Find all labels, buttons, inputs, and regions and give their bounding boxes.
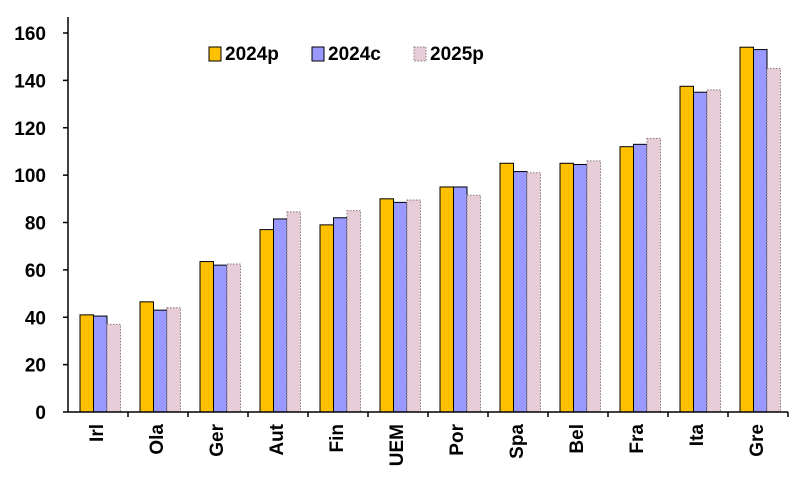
bar-2024c-por bbox=[453, 186, 468, 413]
bar-2024c-aut bbox=[273, 218, 288, 413]
bar-2025p-irl bbox=[106, 323, 121, 413]
legend-swatch-2024c bbox=[311, 46, 325, 62]
y-axis-ticks: 0 20 40 60 80 100 120 140 160 bbox=[14, 24, 68, 424]
bar-2024p-ita bbox=[679, 85, 694, 413]
legend: 2024p 2024c 2025p bbox=[208, 44, 484, 65]
bar-2025p-spa bbox=[526, 172, 541, 413]
y-tick-label-100: 100 bbox=[14, 166, 46, 187]
x-tick-label-ita: Ita bbox=[687, 424, 708, 447]
bar-2024c-fra bbox=[633, 143, 648, 413]
x-tick-label-uem: UEM bbox=[387, 424, 408, 466]
y-tick-label-60: 60 bbox=[25, 261, 46, 282]
bar-2024p-por bbox=[439, 186, 454, 413]
bar-2025p-ger bbox=[226, 263, 241, 413]
x-tick-label-gre: Gre bbox=[747, 424, 768, 457]
x-tick-label-bel: Bel bbox=[567, 424, 588, 454]
bar-2024c-ola bbox=[153, 309, 168, 413]
bar-2024c-bel bbox=[573, 163, 588, 413]
bar-2024p-ola bbox=[139, 301, 154, 413]
legend-label-2024c: 2024c bbox=[328, 44, 381, 65]
y-tick-label-20: 20 bbox=[25, 356, 46, 377]
bar-2024p-spa bbox=[499, 162, 514, 413]
y-tick-label-120: 120 bbox=[14, 119, 46, 140]
x-tick-label-fra: Fra bbox=[627, 424, 648, 454]
x-tick-label-por: Por bbox=[447, 423, 468, 455]
legend-label-2025p: 2025p bbox=[430, 44, 484, 65]
bar-2025p-aut bbox=[286, 211, 301, 413]
bar-2025p-ola bbox=[166, 307, 181, 413]
bar-2025p-uem bbox=[406, 199, 421, 413]
bar-2024c-spa bbox=[513, 171, 528, 413]
x-tick-label-fin: Fin bbox=[327, 424, 348, 453]
bar-2024p-bel bbox=[559, 162, 574, 413]
legend-swatch-2025p bbox=[413, 46, 427, 62]
bar-2024c-gre bbox=[753, 49, 768, 413]
bar-2024c-ita bbox=[693, 91, 708, 413]
y-tick-label-80: 80 bbox=[25, 214, 46, 235]
legend-swatch-2024p bbox=[208, 46, 222, 62]
x-axis-ticks: Irl Ola Ger Aut Fin UEM Por Spa Bel Fra Ita Gre bbox=[87, 412, 789, 466]
y-tick-label-140: 140 bbox=[14, 71, 46, 92]
x-tick-label-ger: Ger bbox=[207, 423, 228, 456]
bar-2025p-bel bbox=[586, 160, 601, 413]
bar-2024p-fra bbox=[619, 146, 634, 413]
legend-label-2024p: 2024p bbox=[225, 44, 279, 65]
bar-2024p-ger bbox=[199, 261, 214, 413]
bar-2025p-gre bbox=[766, 68, 781, 413]
bar-2024p-aut bbox=[259, 229, 274, 413]
bar-2024p-fin bbox=[319, 224, 334, 413]
bar-2025p-ita bbox=[706, 89, 721, 413]
bar-2025p-fra bbox=[646, 137, 661, 413]
x-tick-label-spa: Spa bbox=[507, 424, 528, 459]
bar-2024p-uem bbox=[379, 198, 394, 413]
bar-2024c-uem bbox=[393, 201, 408, 413]
y-tick-label-0: 0 bbox=[35, 403, 46, 424]
x-tick-label-irl: Irl bbox=[87, 424, 108, 442]
bar-2024c-ger bbox=[213, 264, 228, 413]
bars-layer bbox=[79, 46, 781, 413]
y-tick-label-160: 160 bbox=[14, 24, 46, 45]
bar-2024c-fin bbox=[333, 217, 348, 413]
bar-2024c-irl bbox=[93, 315, 108, 413]
y-tick-label-40: 40 bbox=[25, 308, 46, 329]
bar-2025p-por bbox=[466, 194, 481, 413]
x-tick-label-ola: Ola bbox=[147, 424, 168, 455]
bar-2025p-fin bbox=[346, 210, 361, 413]
bar-2024p-gre bbox=[739, 46, 754, 413]
x-tick-label-aut: Aut bbox=[267, 423, 288, 455]
bar-2024p-irl bbox=[79, 314, 94, 413]
